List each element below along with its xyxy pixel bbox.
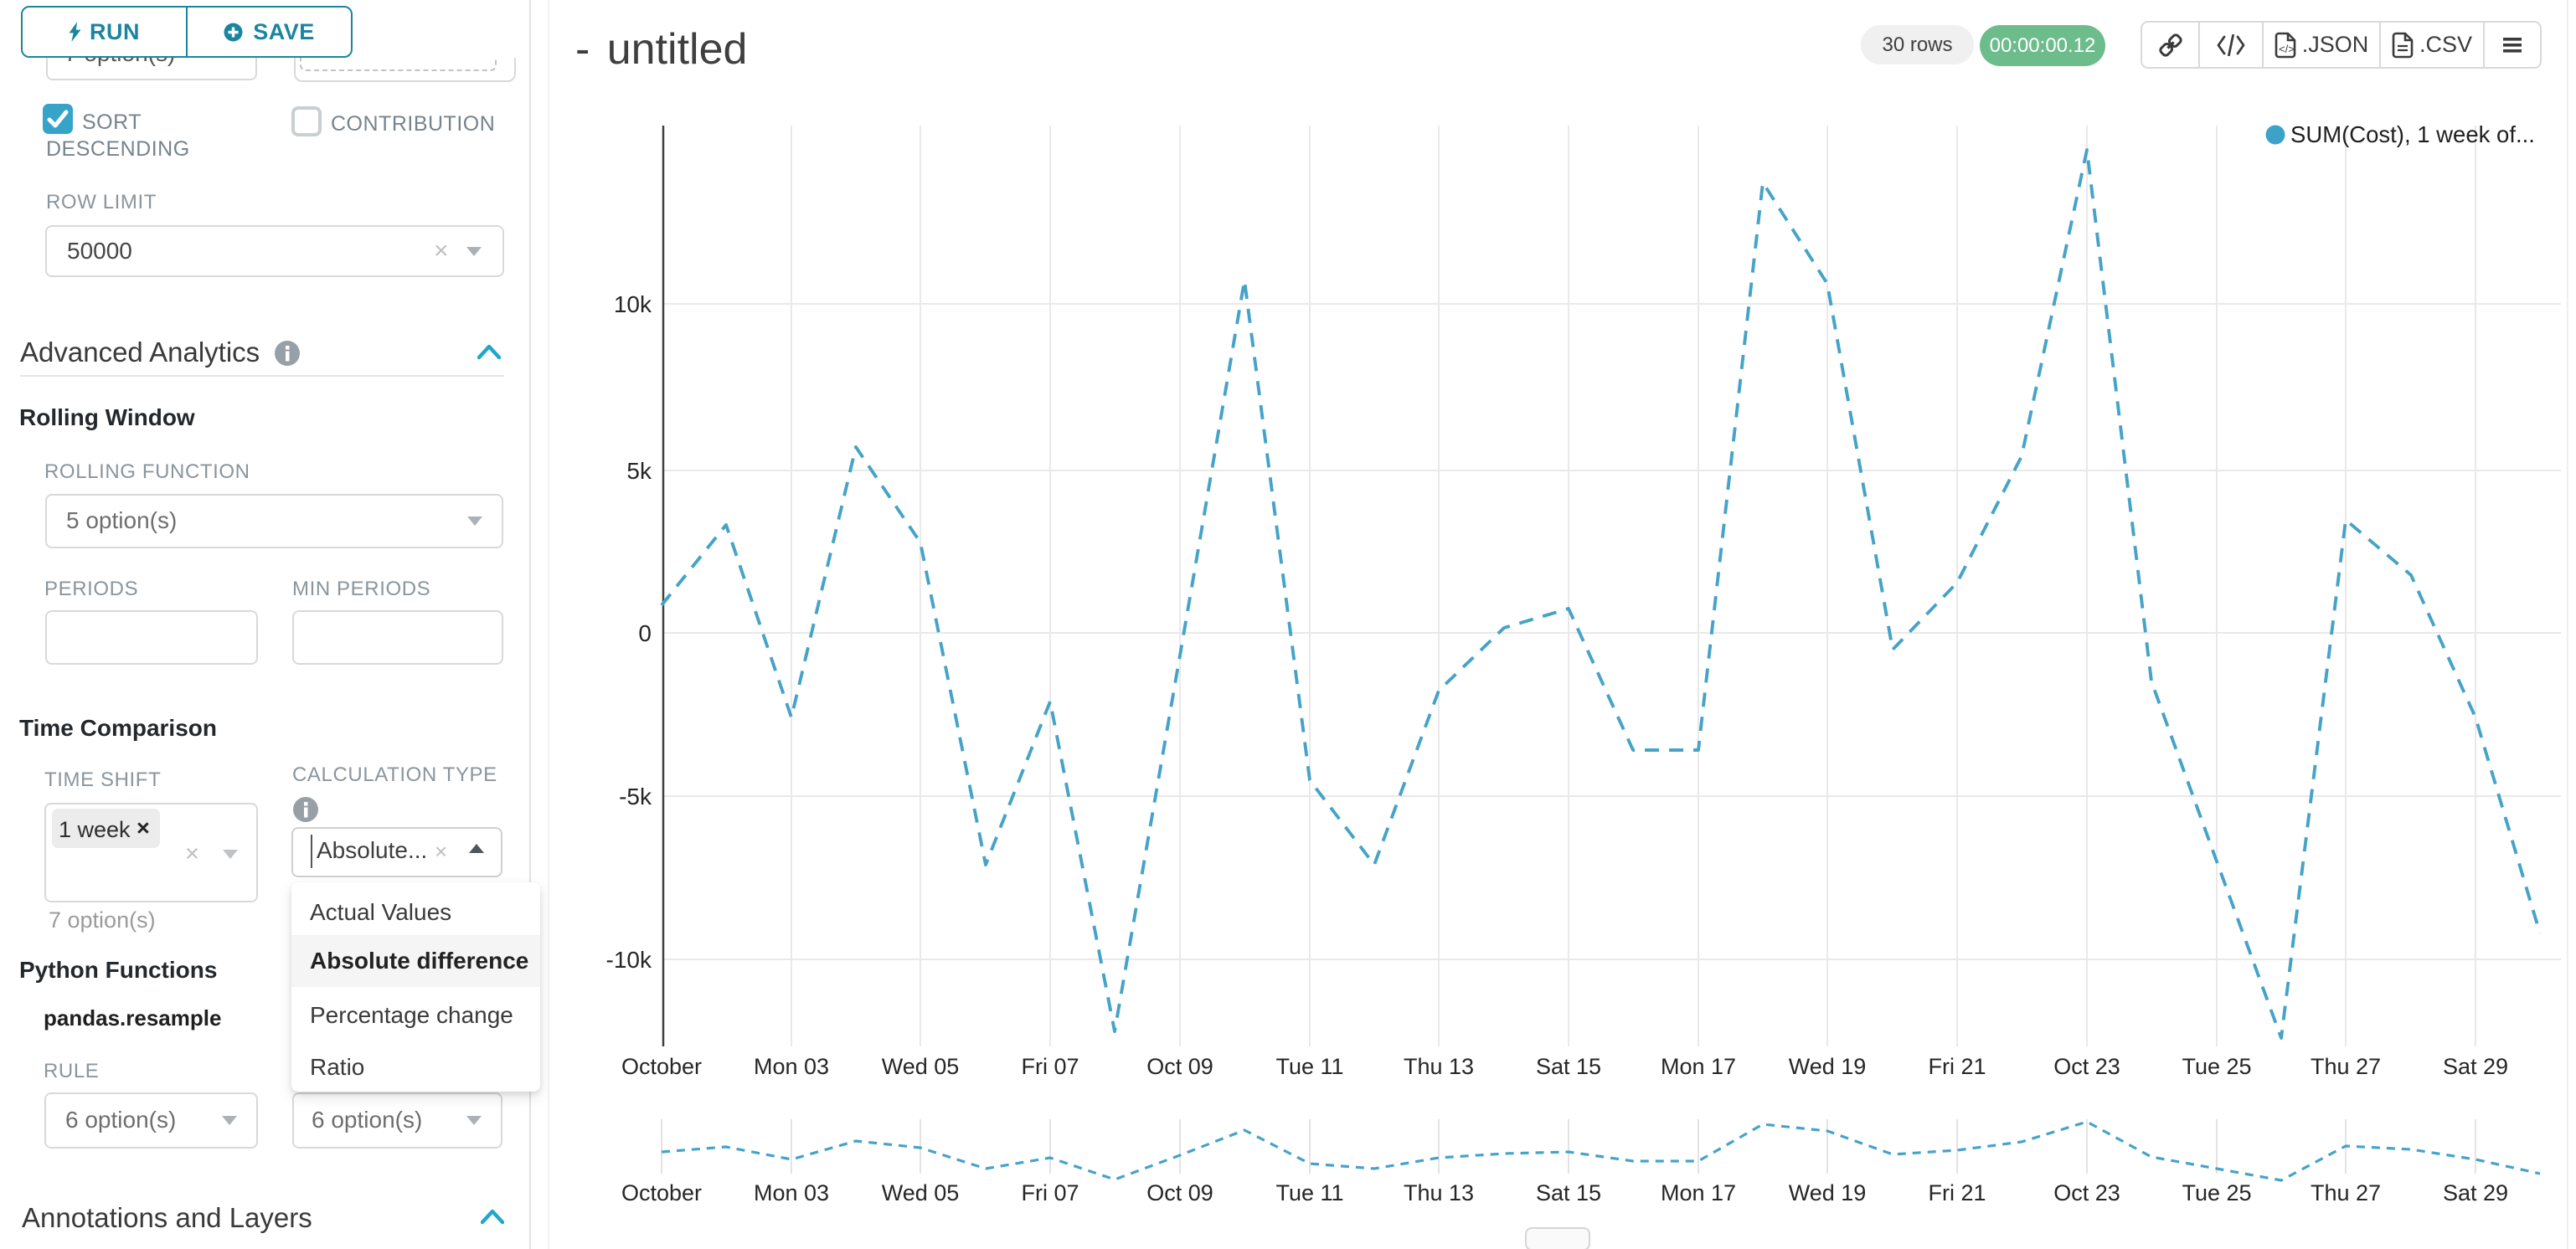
svg-text:Thu 27: Thu 27 [2311,1180,2381,1205]
svg-text:SUM(Cost), 1 week of...: SUM(Cost), 1 week of... [2290,121,2535,147]
svg-text:Wed 05: Wed 05 [882,1054,960,1079]
svg-text:5k: 5k [626,458,652,484]
svg-text:Fri 07: Fri 07 [1021,1054,1079,1079]
svg-text:Wed 05: Wed 05 [882,1180,960,1205]
svg-text:Sat 15: Sat 15 [1536,1180,1601,1205]
svg-text:Tue 25: Tue 25 [2182,1054,2251,1079]
svg-text:Thu 27: Thu 27 [2311,1054,2381,1079]
svg-text:-10k: -10k [606,947,652,973]
svg-text:10k: 10k [614,291,652,317]
svg-text:Wed 19: Wed 19 [1789,1180,1867,1205]
svg-text:Tue 11: Tue 11 [1275,1180,1343,1205]
svg-text:Oct 09: Oct 09 [1146,1180,1213,1205]
svg-text:-5k: -5k [619,784,652,810]
svg-text:Tue 25: Tue 25 [2182,1180,2251,1205]
svg-text:Thu 13: Thu 13 [1404,1180,1474,1205]
svg-text:</>: </> [2279,43,2295,55]
svg-text:October: October [621,1054,702,1079]
svg-text:Mon 17: Mon 17 [1661,1054,1736,1079]
svg-text:Oct 23: Oct 23 [2053,1180,2120,1205]
svg-text:Sat 15: Sat 15 [1536,1054,1601,1079]
svg-text:Fri 21: Fri 21 [1928,1054,1986,1079]
svg-text:Mon 03: Mon 03 [754,1054,829,1079]
svg-text:October: October [621,1180,702,1205]
svg-text:Oct 09: Oct 09 [1146,1054,1213,1079]
svg-text:Fri 07: Fri 07 [1021,1180,1079,1205]
svg-text:Mon 03: Mon 03 [754,1180,829,1205]
svg-text:Tue 11: Tue 11 [1275,1054,1343,1079]
svg-text:Sat 29: Sat 29 [2443,1180,2508,1205]
svg-text:Oct 23: Oct 23 [2053,1054,2120,1079]
svg-text:Sat 29: Sat 29 [2443,1054,2508,1079]
svg-text:Mon 17: Mon 17 [1661,1180,1736,1205]
svg-text:Fri 21: Fri 21 [1928,1180,1986,1205]
svg-text:Thu 13: Thu 13 [1404,1054,1474,1079]
svg-text:0: 0 [638,620,652,646]
svg-text:Wed 19: Wed 19 [1789,1054,1867,1079]
